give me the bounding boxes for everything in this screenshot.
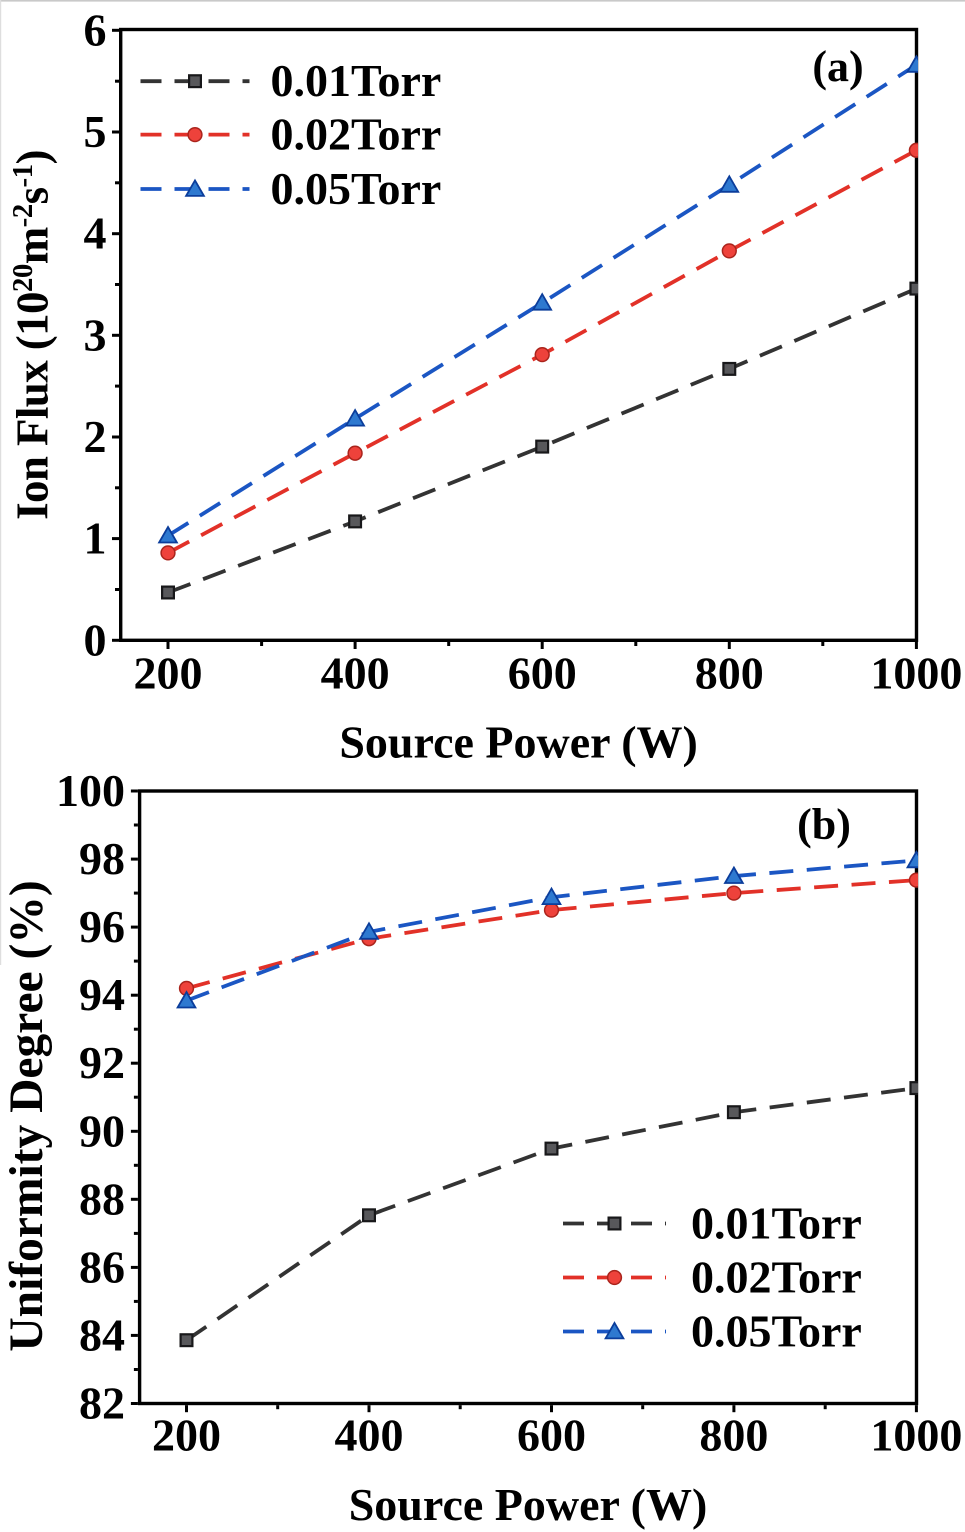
svg-text:4: 4 <box>84 208 107 259</box>
svg-text:Source Power (W): Source Power (W) <box>339 717 698 768</box>
svg-text:(b): (b) <box>797 800 851 849</box>
svg-text:84: 84 <box>79 1309 125 1360</box>
svg-text:400: 400 <box>335 1410 404 1461</box>
svg-text:5: 5 <box>84 106 107 157</box>
svg-text:100: 100 <box>56 765 125 816</box>
svg-text:6: 6 <box>84 4 107 55</box>
svg-text:(a): (a) <box>812 42 863 91</box>
svg-text:86: 86 <box>79 1241 125 1292</box>
svg-text:1000: 1000 <box>870 1410 962 1461</box>
svg-text:600: 600 <box>508 648 577 699</box>
svg-text:400: 400 <box>321 648 390 699</box>
svg-text:0.01Torr: 0.01Torr <box>271 55 442 106</box>
svg-text:0.01Torr: 0.01Torr <box>691 1198 862 1249</box>
svg-text:94: 94 <box>79 969 125 1020</box>
svg-text:Uniformity Degree (%): Uniformity Degree (%) <box>1 880 53 1351</box>
svg-text:0.05Torr: 0.05Torr <box>271 163 442 214</box>
svg-text:0.02Torr: 0.02Torr <box>691 1252 862 1303</box>
svg-text:200: 200 <box>152 1410 221 1461</box>
svg-text:98: 98 <box>79 833 125 884</box>
svg-text:1: 1 <box>84 513 107 564</box>
svg-text:0: 0 <box>84 614 107 665</box>
svg-text:800: 800 <box>699 1410 768 1461</box>
svg-text:2: 2 <box>84 411 107 462</box>
svg-text:600: 600 <box>517 1410 586 1461</box>
svg-text:3: 3 <box>84 309 107 360</box>
svg-text:1000: 1000 <box>870 648 962 699</box>
svg-text:90: 90 <box>79 1105 125 1156</box>
svg-text:0.02Torr: 0.02Torr <box>271 109 442 160</box>
svg-text:96: 96 <box>79 901 125 952</box>
svg-text:0.05Torr: 0.05Torr <box>691 1306 862 1357</box>
svg-text:88: 88 <box>79 1173 125 1224</box>
svg-text:82: 82 <box>79 1378 125 1429</box>
svg-text:92: 92 <box>79 1037 125 1088</box>
svg-text:800: 800 <box>695 648 764 699</box>
svg-text:Source Power (W): Source Power (W) <box>349 1479 708 1530</box>
svg-text:200: 200 <box>134 648 203 699</box>
